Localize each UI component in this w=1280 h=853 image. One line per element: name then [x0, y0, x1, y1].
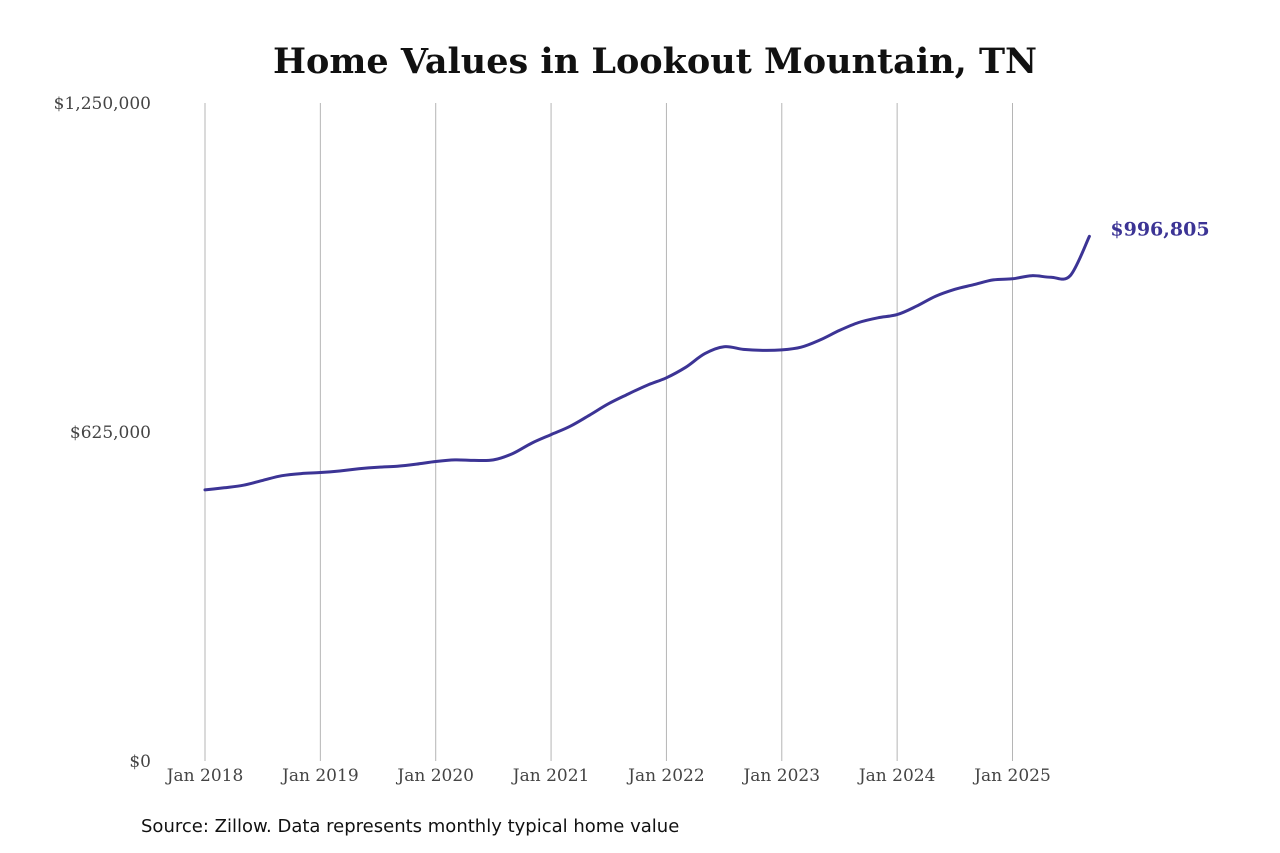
x-tick-label: Jan 2024 — [857, 766, 936, 786]
x-tick-label: Jan 2020 — [395, 766, 474, 786]
source-note: Source: Zillow. Data represents monthly … — [141, 816, 680, 837]
chart-title: Home Values in Lookout Mountain, TN — [273, 41, 1037, 82]
x-tick-label: Jan 2025 — [972, 766, 1051, 786]
home-value-line — [203, 234, 1091, 492]
y-axis-ticks: $0 $625,000 $1,250,000 — [54, 94, 151, 772]
x-axis-ticks: Jan 2018 Jan 2019 Jan 2020 Jan 2021 Jan 2022… — [165, 766, 1051, 786]
y-tick-label: $625,000 — [70, 423, 151, 443]
x-tick-label: Jan 2021 — [511, 766, 590, 786]
y-tick-label: $1,250,000 — [54, 94, 151, 114]
y-tick-label: $0 — [129, 752, 151, 772]
gridlines — [204, 103, 1013, 761]
x-tick-label: Jan 2022 — [626, 766, 705, 786]
latest-value-label: $996,805 — [1110, 218, 1209, 240]
x-tick-label: Jan 2023 — [741, 766, 820, 786]
x-tick-label: Jan 2019 — [280, 766, 359, 786]
x-tick-label: Jan 2018 — [165, 766, 244, 786]
